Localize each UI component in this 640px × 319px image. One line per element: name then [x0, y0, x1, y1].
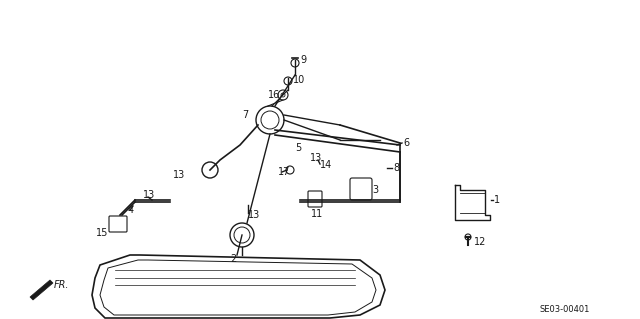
Text: 16: 16 [268, 90, 280, 100]
Text: 11: 11 [311, 209, 323, 219]
Text: 1: 1 [494, 195, 500, 205]
Polygon shape [30, 280, 53, 300]
Text: 6: 6 [403, 138, 409, 148]
Text: 13: 13 [248, 210, 260, 220]
Text: 4: 4 [128, 205, 134, 215]
Text: 13: 13 [310, 153, 323, 163]
Text: 13: 13 [173, 170, 185, 180]
Text: 3: 3 [372, 185, 378, 195]
Text: SE03-00401: SE03-00401 [540, 306, 590, 315]
Text: FR.: FR. [54, 280, 70, 290]
Text: 13: 13 [143, 190, 156, 200]
Text: 10: 10 [293, 75, 305, 85]
Text: 5: 5 [295, 143, 301, 153]
Text: 12: 12 [474, 237, 486, 247]
Text: 17: 17 [278, 167, 291, 177]
Text: 14: 14 [320, 160, 332, 170]
Text: 8: 8 [393, 163, 399, 173]
Text: 9: 9 [300, 55, 306, 65]
Text: 15: 15 [96, 228, 108, 238]
Text: 2: 2 [230, 254, 236, 264]
Text: 7: 7 [242, 110, 248, 120]
